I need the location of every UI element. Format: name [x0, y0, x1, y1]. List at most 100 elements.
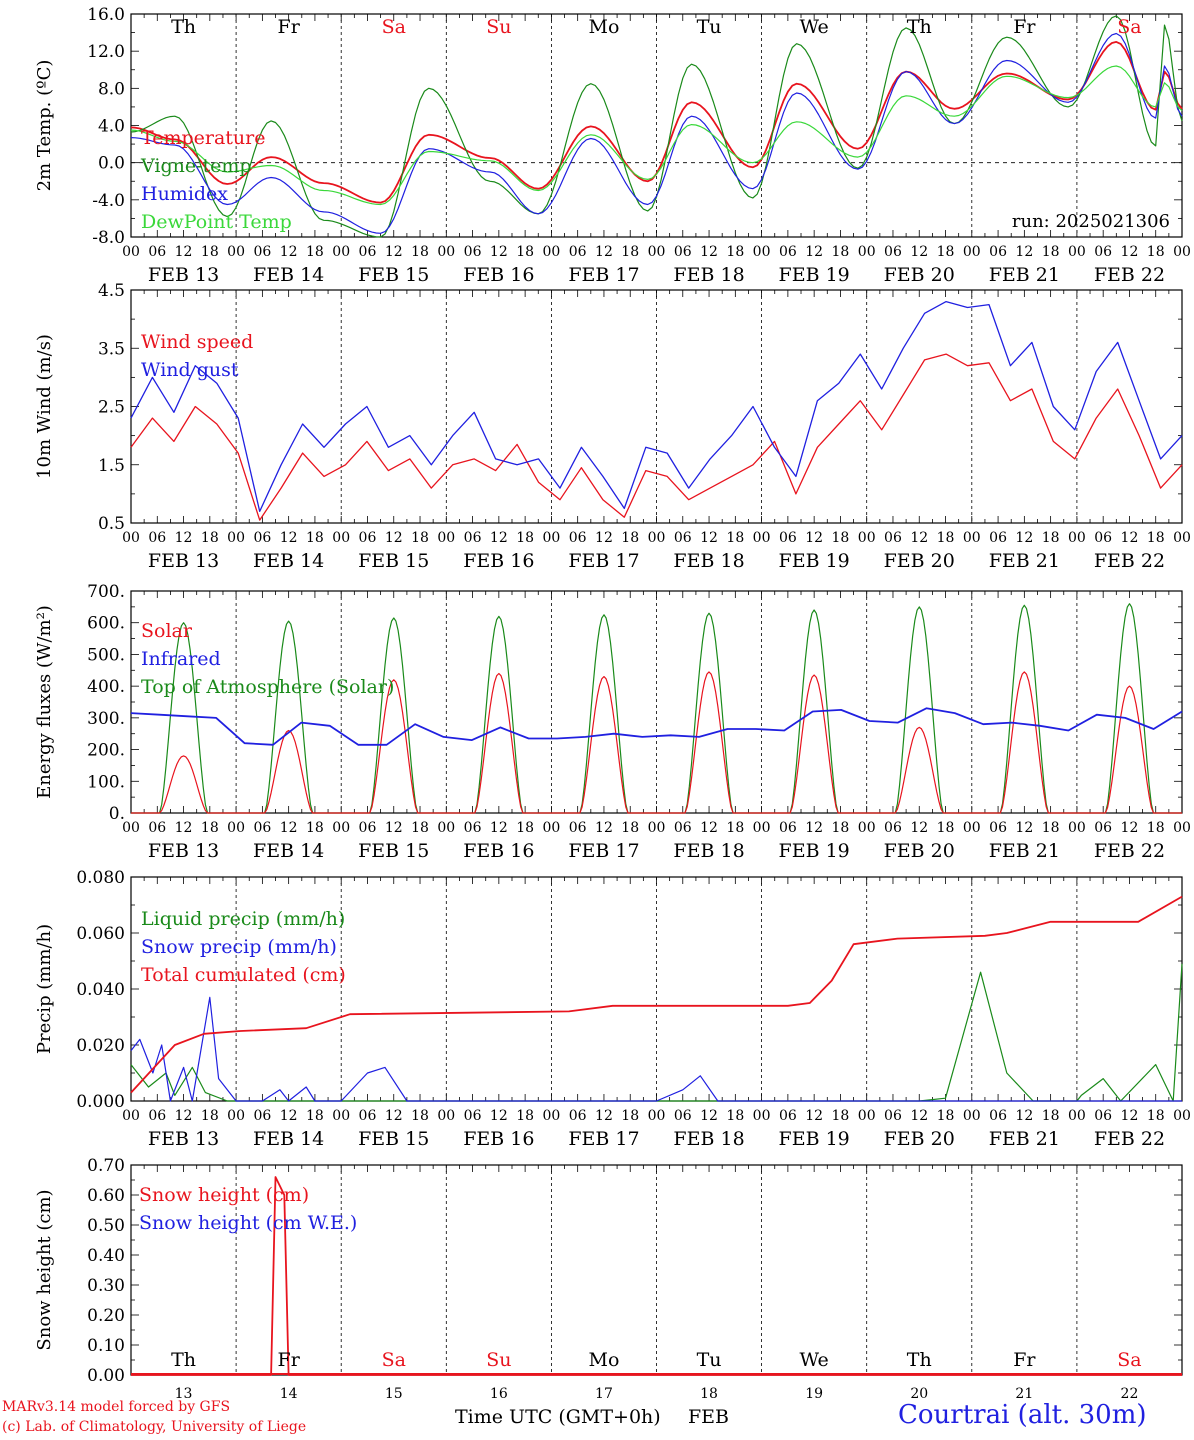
x-hour-label: 00 — [963, 820, 981, 836]
x-day-number: 18 — [700, 1386, 718, 1402]
plot-frame-1 — [130, 13, 1183, 238]
precip-legend-1: Snow precip (mm/h) — [141, 936, 337, 958]
y-tick-label: 500. — [87, 645, 125, 665]
x-hour-label: 18 — [1147, 530, 1165, 546]
x-date-label: FEB 18 — [673, 550, 744, 572]
x-hour-label: 06 — [989, 244, 1007, 260]
x-hour-label: 00 — [1173, 530, 1191, 546]
x-hour-label: 06 — [989, 820, 1007, 836]
y-tick-label: 600. — [87, 614, 125, 634]
x-hour-label: 18 — [201, 1108, 219, 1124]
x-hour-label: 18 — [306, 1108, 324, 1124]
x-hour-label: 06 — [674, 820, 692, 836]
x-hour-label: 12 — [700, 820, 718, 836]
x-hour-label: 18 — [411, 1108, 429, 1124]
x-hour-label: 00 — [122, 820, 140, 836]
x-hour-label: 00 — [1173, 820, 1191, 836]
y-tick-label: 0.00 — [87, 1366, 125, 1386]
x-date-label: FEB 21 — [989, 550, 1060, 572]
day-abbr-bottom: Fr — [278, 1349, 301, 1371]
x-hour-label: 06 — [148, 820, 166, 836]
x-hour-label: 12 — [595, 530, 613, 546]
energy-legend-0: Solar — [141, 620, 193, 642]
x-hour-label: 00 — [1068, 530, 1086, 546]
x-hour-label: 12 — [1121, 530, 1139, 546]
x-hour-label: 18 — [306, 820, 324, 836]
x-hour-label: 00 — [648, 530, 666, 546]
x-date-label: FEB 20 — [884, 264, 955, 286]
x-hour-label: 18 — [411, 530, 429, 546]
x-date-label: FEB 22 — [1094, 550, 1165, 572]
series-liquid-precip — [130, 963, 1183, 1102]
x-day-number: 20 — [910, 1386, 928, 1402]
x-hour-label: 06 — [464, 820, 482, 836]
x-hour-label: 18 — [1042, 530, 1060, 546]
x-hour-label: 12 — [490, 244, 508, 260]
y-tick-label: 0.40 — [87, 1246, 125, 1266]
x-hour-label: 06 — [148, 530, 166, 546]
x-hour-label: 06 — [779, 530, 797, 546]
x-hour-label: 12 — [805, 244, 823, 260]
x-hour-label: 12 — [280, 820, 298, 836]
x-date-label: FEB 21 — [989, 840, 1060, 862]
x-day-number: 14 — [280, 1386, 298, 1402]
x-date-label: FEB 13 — [148, 550, 219, 572]
x-hour-label: 00 — [227, 820, 245, 836]
temp-legend-1: Vigne-temp — [140, 155, 252, 177]
x-hour-label: 00 — [122, 244, 140, 260]
credit-line-1: MARv3.14 model forced by GFS — [2, 1399, 231, 1415]
x-hour-label: 12 — [1121, 820, 1139, 836]
x-hour-label: 00 — [437, 244, 455, 260]
x-date-label: FEB 13 — [148, 264, 219, 286]
y-tick-label: 100. — [87, 772, 125, 792]
x-day-number: 22 — [1121, 1386, 1139, 1402]
precip-legend-2: Total cumulated (cm) — [141, 964, 346, 986]
x-hour-label: 18 — [516, 1108, 534, 1124]
x-hour-label: 06 — [148, 1108, 166, 1124]
day-abbr-bottom: Fr — [1013, 1349, 1036, 1371]
x-hour-label: 00 — [1068, 244, 1086, 260]
x-hour-label: 00 — [122, 1108, 140, 1124]
x-hour-label: 06 — [884, 1108, 902, 1124]
x-date-label: FEB 15 — [358, 840, 429, 862]
x-hour-label: 12 — [805, 530, 823, 546]
y-tick-label: 300. — [87, 709, 125, 729]
x-hour-label: 12 — [805, 820, 823, 836]
x-hour-label: 06 — [884, 244, 902, 260]
x-hour-label: 12 — [385, 820, 403, 836]
day-abbr-bottom: Su — [486, 1349, 511, 1371]
x-hour-label: 12 — [805, 1108, 823, 1124]
x-hour-label: 12 — [595, 820, 613, 836]
x-hour-label: 06 — [569, 530, 587, 546]
x-hour-label: 12 — [1015, 820, 1033, 836]
x-hour-label: 18 — [937, 1108, 955, 1124]
y-axis-label: Snow height (cm) — [34, 1189, 55, 1350]
series-vigne-temp — [130, 15, 1183, 238]
x-date-label: FEB 15 — [358, 550, 429, 572]
x-hour-label: 12 — [1015, 244, 1033, 260]
x-hour-label: 00 — [437, 1108, 455, 1124]
x-hour-label: 00 — [437, 820, 455, 836]
x-hour-label: 00 — [753, 530, 771, 546]
x-hour-label: 06 — [359, 1108, 377, 1124]
x-hour-label: 06 — [464, 1108, 482, 1124]
x-hour-label: 12 — [910, 244, 928, 260]
x-hour-label: 18 — [201, 820, 219, 836]
x-hour-label: 00 — [648, 820, 666, 836]
x-hour-label: 06 — [569, 820, 587, 836]
x-hour-label: 00 — [753, 820, 771, 836]
station-title: Courtrai (alt. 30m) — [898, 1400, 1147, 1430]
x-hour-label: 12 — [910, 820, 928, 836]
x-hour-label: 00 — [332, 530, 350, 546]
time-axis-label: Time UTC (GMT+0h) — [455, 1406, 661, 1428]
x-hour-label: 06 — [359, 530, 377, 546]
series-wind-speed — [130, 353, 1183, 521]
x-hour-label: 00 — [963, 530, 981, 546]
x-date-label: FEB 22 — [1094, 1128, 1165, 1150]
day-abbr-bottom: We — [800, 1349, 829, 1371]
x-hour-label: 00 — [542, 820, 560, 836]
x-hour-label: 06 — [569, 244, 587, 260]
y-tick-label: 4.5 — [98, 281, 125, 301]
y-tick-label: 0.70 — [87, 1156, 125, 1176]
x-hour-label: 18 — [832, 1108, 850, 1124]
